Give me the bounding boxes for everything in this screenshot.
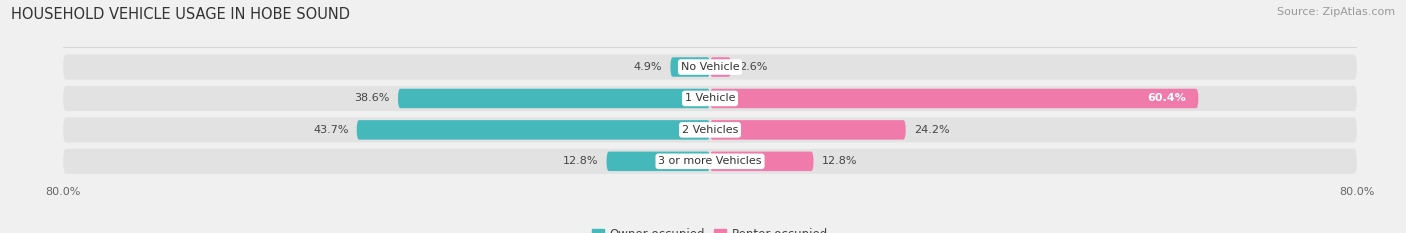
Text: 2 Vehicles: 2 Vehicles bbox=[682, 125, 738, 135]
Text: 24.2%: 24.2% bbox=[914, 125, 949, 135]
FancyBboxPatch shape bbox=[710, 57, 731, 77]
FancyBboxPatch shape bbox=[63, 149, 1357, 174]
FancyBboxPatch shape bbox=[710, 120, 905, 140]
Text: 2.6%: 2.6% bbox=[740, 62, 768, 72]
Text: 43.7%: 43.7% bbox=[314, 125, 349, 135]
Text: Source: ZipAtlas.com: Source: ZipAtlas.com bbox=[1277, 7, 1395, 17]
FancyBboxPatch shape bbox=[710, 89, 1198, 108]
FancyBboxPatch shape bbox=[398, 89, 710, 108]
Text: HOUSEHOLD VEHICLE USAGE IN HOBE SOUND: HOUSEHOLD VEHICLE USAGE IN HOBE SOUND bbox=[11, 7, 350, 22]
FancyBboxPatch shape bbox=[63, 86, 1357, 111]
Text: 3 or more Vehicles: 3 or more Vehicles bbox=[658, 156, 762, 166]
Text: No Vehicle: No Vehicle bbox=[681, 62, 740, 72]
Text: 12.8%: 12.8% bbox=[821, 156, 858, 166]
FancyBboxPatch shape bbox=[671, 57, 710, 77]
Text: 4.9%: 4.9% bbox=[634, 62, 662, 72]
FancyBboxPatch shape bbox=[63, 55, 1357, 80]
FancyBboxPatch shape bbox=[710, 152, 814, 171]
Text: 12.8%: 12.8% bbox=[562, 156, 599, 166]
Text: 38.6%: 38.6% bbox=[354, 93, 389, 103]
FancyBboxPatch shape bbox=[357, 120, 710, 140]
Legend: Owner-occupied, Renter-occupied: Owner-occupied, Renter-occupied bbox=[586, 224, 834, 233]
FancyBboxPatch shape bbox=[63, 117, 1357, 142]
Text: 1 Vehicle: 1 Vehicle bbox=[685, 93, 735, 103]
FancyBboxPatch shape bbox=[606, 152, 710, 171]
Text: 60.4%: 60.4% bbox=[1147, 93, 1187, 103]
